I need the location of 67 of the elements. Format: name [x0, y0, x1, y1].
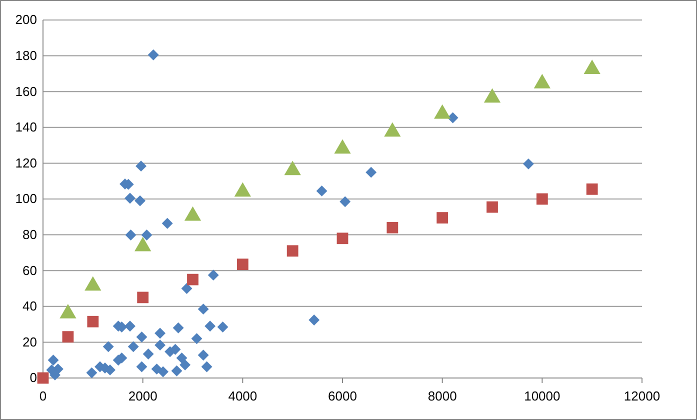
point [142, 348, 154, 360]
point [136, 361, 148, 372]
x-tick-label: 10000 [524, 388, 560, 404]
point [86, 367, 98, 378]
point [217, 322, 228, 332]
y-tick-label: 120 [15, 155, 37, 170]
point [586, 183, 598, 195]
point [125, 230, 136, 240]
point [191, 333, 202, 344]
point [201, 361, 212, 372]
point [128, 341, 139, 352]
y-tick-label: 40 [22, 298, 37, 314]
point [124, 320, 136, 332]
y-tick-label: 60 [22, 262, 37, 278]
y-tick-label: 180 [15, 48, 37, 63]
y-tick-label: 20 [22, 334, 37, 350]
y-tick-label: 160 [15, 84, 37, 99]
point [134, 195, 146, 206]
y-tick-label: 80 [22, 226, 37, 242]
point [198, 304, 209, 315]
point [158, 366, 169, 378]
y-tick-label: 0 [30, 370, 37, 386]
x-tick-label: 12000 [624, 388, 660, 404]
point [208, 270, 219, 281]
x-tick-label: 6000 [328, 388, 357, 404]
point [340, 196, 351, 208]
point [522, 158, 534, 170]
point [187, 274, 198, 286]
point [141, 230, 152, 240]
point [171, 365, 182, 376]
point [148, 49, 159, 60]
x-tick-label: 2000 [128, 388, 158, 404]
point [37, 372, 49, 384]
point [486, 201, 498, 213]
point [308, 314, 320, 326]
point [447, 112, 458, 124]
x-tick-label: 0 [39, 388, 47, 404]
y-tick-label: 140 [15, 120, 37, 135]
point [198, 350, 209, 361]
point [180, 359, 191, 370]
point [286, 245, 298, 257]
point [316, 185, 328, 196]
point [137, 292, 149, 304]
point [136, 160, 147, 172]
point [204, 320, 216, 332]
point [536, 193, 548, 205]
point [366, 166, 377, 178]
x-tick-label: 8000 [428, 388, 457, 404]
point [172, 322, 184, 334]
point [62, 331, 74, 343]
point [154, 340, 166, 351]
point [162, 218, 173, 229]
y-tick-label: 100 [15, 191, 37, 206]
point [154, 328, 166, 339]
point [124, 192, 136, 204]
point [136, 332, 148, 342]
y-tick-label: 200 [15, 12, 37, 28]
point [48, 354, 59, 366]
point [386, 222, 398, 234]
point [176, 352, 188, 364]
point [236, 258, 248, 270]
point [102, 341, 114, 352]
point [87, 316, 99, 328]
point [181, 283, 192, 294]
point [436, 212, 448, 224]
x-tick-label: 4000 [228, 388, 258, 404]
point [336, 232, 348, 244]
